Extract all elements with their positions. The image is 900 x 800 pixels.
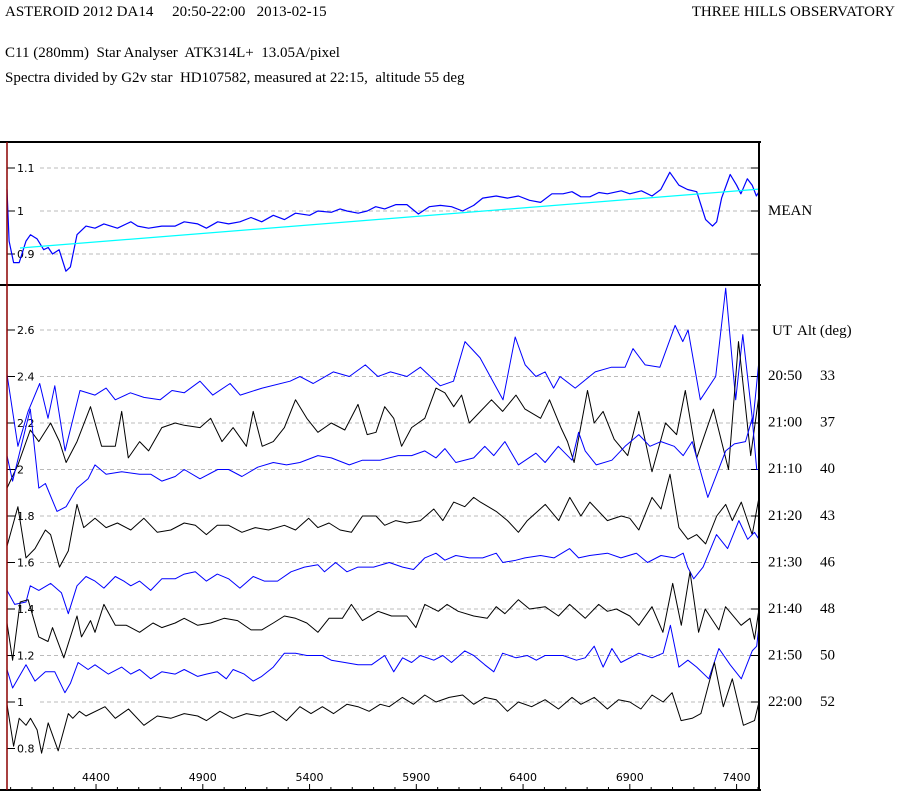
spectrum-line-2120 [6,473,760,568]
y-tick-label: 2.4 [17,371,35,384]
series-ut-label: 21:10 [768,461,802,477]
spectrum-line-2050 [6,287,760,452]
y-tick-label: 2.6 [17,324,35,337]
y-tick-label: 0.8 [17,743,35,756]
y-tick-label: 1 [17,696,24,709]
series-ut-label: 21:00 [768,415,802,431]
series-alt-label: 33 [820,368,835,384]
mean-panel: 1.1 1 0.9 MEAN [6,162,812,272]
series-ut-label: 21:20 [768,508,802,524]
y-tick-label: 1.6 [17,557,35,570]
chart-title: ASTEROID 2012 DA14 20:50-22:00 2013-02-1… [5,4,327,20]
y-tick-label: 1.8 [17,510,35,523]
plot-frame: 4400 4900 5400 5900 6400 6900 7400 [0,141,761,791]
series-alt-label: 50 [820,648,835,664]
x-tick-label: 4400 [82,771,110,784]
series-alt-label: 43 [820,508,835,524]
series-ut-label: 21:40 [768,601,802,617]
mean-label: MEAN [768,203,812,219]
y-tick-label: 2.2 [17,417,35,430]
spectrum-line-2110 [6,408,759,512]
spectra-panel: 2.62.42.221.81.61.41.210.8UT Alt (deg)20:… [6,287,852,756]
series-ut-label: 21:30 [768,554,802,570]
mean-trend-line [19,188,760,249]
x-tick-label: 6900 [616,771,644,784]
series-alt-label: 40 [820,461,835,477]
series-alt-label: 46 [820,554,836,570]
reference-star-info: Spectra divided by G2v star HD107582, me… [5,70,465,86]
series-ut-label: 22:00 [768,694,802,710]
series-ut-label: 20:50 [768,368,802,384]
series-alt-label: 48 [820,601,835,617]
series-ut-label: 21:50 [768,648,802,664]
x-tick-label: 5400 [296,771,324,784]
series-alt-label: 37 [820,415,836,431]
x-tick-label: 5900 [402,771,430,784]
observatory-name: THREE HILLS OBSERVATORY [691,4,895,20]
series-alt-label: 52 [820,694,835,710]
spectrum-line-2100 [6,341,760,489]
spectrum-line-2140 [6,571,760,661]
y-tick-label: 0.9 [17,248,35,261]
legend-ut-header: UT [772,323,792,339]
y-tick-label: 1.2 [17,650,35,663]
x-tick-label: 6400 [509,771,537,784]
spectrum-line-2130 [6,520,760,615]
equipment-info: C11 (280mm) Star Analyser ATK314L+ 13.05… [5,45,340,61]
y-tick-label: 2 [17,464,24,477]
y-tick-label: 1 [17,205,24,218]
spectrum-line-2150 [6,624,760,694]
y-tick-label: 1.1 [17,162,35,175]
legend-alt-header: Alt (deg) [797,323,852,339]
mean-spectrum-line [6,171,760,272]
x-tick-label: 7400 [723,771,751,784]
x-tick-label: 4900 [189,771,217,784]
spectrum-line-2200 [6,662,760,754]
